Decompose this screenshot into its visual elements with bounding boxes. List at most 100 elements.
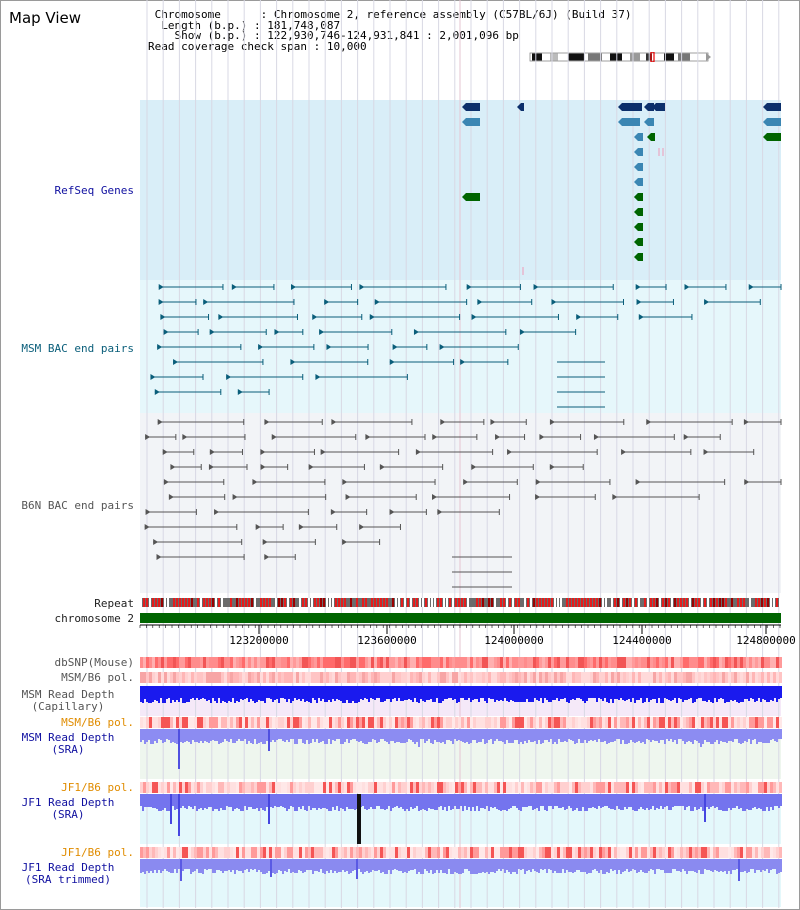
heatmap-cell: [194, 847, 197, 858]
read-depth-bar: [664, 729, 666, 744]
read-depth-bar: [732, 859, 734, 870]
read-depth-bar: [220, 859, 222, 871]
heatmap-cell: [413, 672, 416, 683]
read-depth-spike: [300, 686, 302, 701]
msm-bac-end-pairs-track[interactable]: [150, 284, 782, 408]
read-depth-bar: [406, 859, 408, 873]
heatmap-cell: [413, 847, 416, 858]
track-label-jf1-read-depth-sra[interactable]: JF1 Read Depth: [21, 796, 115, 809]
read-depth-bar: [316, 859, 318, 871]
read-depth-bar: [256, 794, 258, 808]
read-depth-bar: [156, 686, 158, 701]
heatmap-cell: [632, 717, 635, 728]
heatmap-cell: [368, 657, 371, 668]
read-depth-bar: [760, 859, 762, 872]
coverage-value: 10,000: [326, 39, 367, 53]
read-depth-bar: [640, 859, 642, 870]
read-depth-bar: [742, 859, 744, 872]
track-label-b6n-bac[interactable]: B6N BAC end pairs: [21, 499, 134, 512]
refseq-genes-track[interactable]: [462, 103, 781, 275]
heatmap-cell: [461, 782, 464, 793]
read-depth-bar: [628, 729, 630, 743]
repeat-segment: [311, 598, 313, 607]
track-label-dbsnp[interactable]: dbSNP(Mouse): [54, 656, 134, 669]
read-depth-bar: [228, 859, 230, 870]
read-depth-bar: [596, 686, 598, 702]
read-depth-bar: [624, 729, 626, 744]
heatmap-cell: [215, 847, 218, 858]
heatmap-cell: [284, 672, 287, 683]
read-depth-bar: [370, 859, 372, 872]
read-depth-bar: [334, 686, 336, 701]
read-depth-bar: [368, 686, 370, 702]
read-depth-bar: [452, 859, 454, 874]
heatmap-cell: [206, 672, 209, 683]
heatmap-cell: [464, 672, 467, 683]
heatmap-cell: [590, 717, 593, 728]
heatmap-cell: [758, 672, 761, 683]
heatmap-cell: [161, 717, 164, 728]
track-label-msm-read-depth-sra[interactable]: MSM Read Depth: [21, 731, 115, 744]
heatmap-cell: [275, 672, 278, 683]
heatmap-tracks[interactable]: [140, 657, 782, 858]
heatmap-cell: [320, 782, 323, 793]
read-depth-bar: [362, 729, 364, 743]
read-depth-bar: [734, 729, 736, 739]
heatmap-cell: [692, 672, 695, 683]
heatmap-cell: [233, 717, 236, 728]
heatmap-cell: [659, 847, 662, 858]
repeat-segment: [563, 598, 565, 607]
read-depth-bar: [568, 686, 570, 703]
read-depth-bar: [384, 686, 386, 701]
heatmap-cell: [383, 717, 386, 728]
read-depth-bar: [472, 729, 474, 740]
repeat-segment: [518, 598, 520, 607]
heatmap-cell: [668, 782, 671, 793]
read-depth-bar: [362, 859, 364, 874]
repeat-track[interactable]: [140, 598, 781, 607]
read-depth-bar: [442, 859, 444, 873]
gene-arrow: [763, 103, 767, 111]
heatmap-cell: [257, 672, 260, 683]
read-depth-tracks[interactable]: [140, 686, 782, 881]
read-depth-bar: [658, 859, 660, 869]
read-depth-spike: [706, 686, 708, 702]
read-depth-bar: [682, 729, 684, 741]
read-depth-bar: [494, 794, 496, 807]
heatmap-cell: [587, 672, 590, 683]
b6n-bac-end-pairs-track[interactable]: [144, 419, 782, 588]
heatmap-cell: [524, 717, 527, 728]
heatmap-cell: [674, 717, 677, 728]
read-depth-bar: [454, 794, 456, 806]
track-label-jf1-b6-pol-1[interactable]: JF1/B6 pol.: [61, 781, 134, 794]
track-label-refseq[interactable]: RefSeq Genes: [54, 184, 134, 197]
track-label-jf1-b6-pol-2[interactable]: JF1/B6 pol.: [61, 846, 134, 859]
heatmap-cell: [341, 657, 344, 668]
track-label-msm-b6-pol-1[interactable]: MSM/B6 pol.: [61, 671, 134, 684]
read-depth-bar: [426, 859, 428, 871]
read-depth-bar: [464, 859, 466, 869]
heatmap-cell: [269, 782, 272, 793]
track-label-msm-bac[interactable]: MSM BAC end pairs: [21, 342, 134, 355]
heatmap-cell: [719, 672, 722, 683]
heatmap-cell: [263, 657, 266, 668]
track-label-repeat[interactable]: Repeat: [94, 597, 134, 610]
heatmap-cell: [284, 847, 287, 858]
heatmap-cell: [593, 657, 596, 668]
read-depth-bar: [212, 686, 214, 698]
heatmap-cell: [566, 717, 569, 728]
heatmap-cell: [608, 782, 611, 793]
heatmap-cell: [608, 717, 611, 728]
heatmap-cell: [770, 717, 773, 728]
track-label-jf1-read-depth-trim[interactable]: JF1 Read Depth: [21, 861, 115, 874]
heatmap-cell: [485, 657, 488, 668]
chromosome-ideogram[interactable]: [528, 52, 712, 62]
repeat-segment: [503, 598, 505, 607]
read-depth-bar: [616, 859, 618, 874]
heatmap-cell: [236, 782, 239, 793]
track-label-msm-read-depth-capillary[interactable]: MSM Read Depth: [21, 688, 115, 701]
read-depth-bar: [722, 794, 724, 811]
track-label-msm-b6-pol-2[interactable]: MSM/B6 pol.: [61, 716, 134, 729]
repeat-segment: [236, 598, 238, 607]
read-depth-bar: [566, 794, 568, 809]
